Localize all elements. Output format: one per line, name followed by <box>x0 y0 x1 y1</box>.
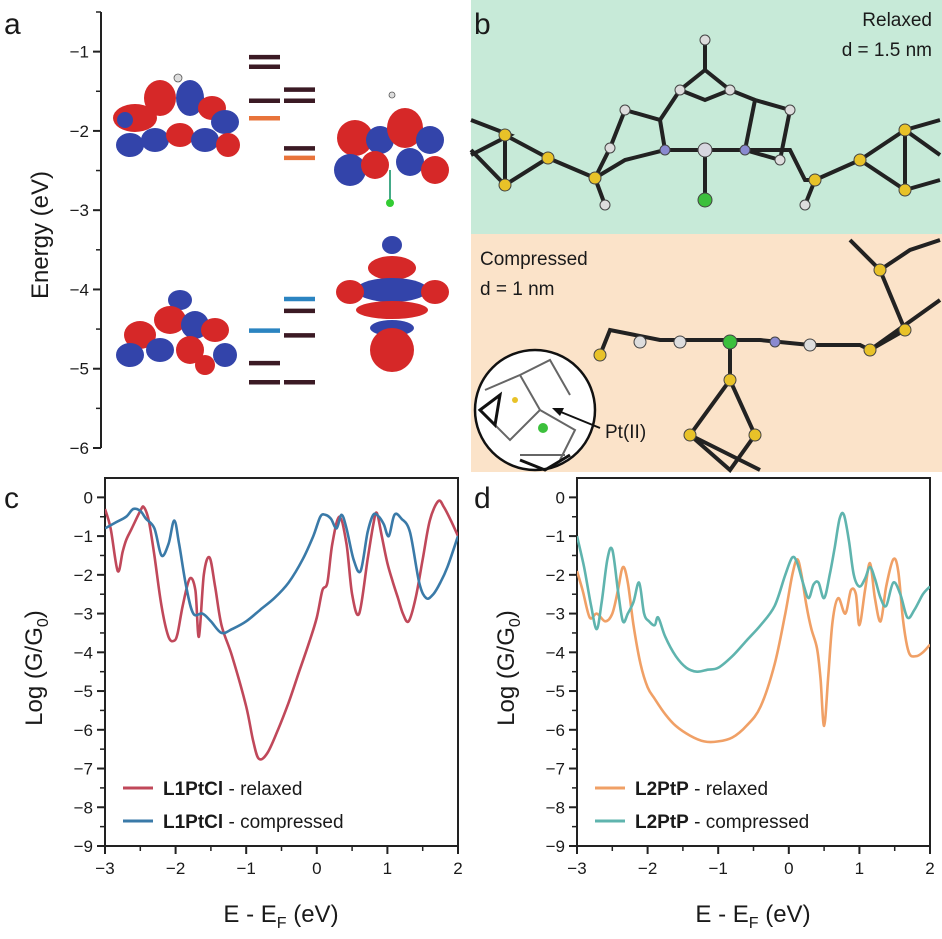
pt-label: Pt(II) <box>605 422 646 443</box>
panel-c-ytick-label: −3 <box>74 605 93 624</box>
panel-a-ytick-label: −2 <box>70 122 89 141</box>
panel-d-ytick-label: −5 <box>546 682 565 701</box>
legend-entry: L1PtCl - relaxed <box>163 779 302 800</box>
compressed-atoms <box>593 263 912 442</box>
panel-b: b Relaxed d = 1.5 nm Compressed d = 1 nm <box>469 0 942 473</box>
panel-c-ytick-label: −6 <box>74 721 93 740</box>
panel-a-ytick-label: −3 <box>70 201 89 220</box>
panel-c-ytick-label: −8 <box>74 798 93 817</box>
legend-series-suffix: - relaxed <box>223 779 302 800</box>
panel-d-ytick-label: −4 <box>546 643 565 662</box>
panel-d-ytick-label: −9 <box>546 837 565 856</box>
panel-letter-a: a <box>4 8 21 41</box>
panel-d-ytick-label: −3 <box>546 605 565 624</box>
panel-d-ytick-label: 0 <box>556 488 565 507</box>
orbital-homo-right <box>336 236 449 372</box>
panel-c-ytick-label: 0 <box>84 488 93 507</box>
panel-c-ytick-label: −5 <box>74 682 93 701</box>
panel-c-xtick-label: −2 <box>166 859 185 878</box>
panel-c-series-line-compressed <box>105 507 458 635</box>
panel-d-xtick-label: 2 <box>925 859 934 878</box>
orbital-lumo-right <box>334 91 449 207</box>
panel-c-ytick-label: −2 <box>74 566 93 585</box>
panel-c-xtick-label: 0 <box>312 859 321 878</box>
panel-d-xtick-label: 0 <box>784 859 793 878</box>
panel-d-series-line-compressed <box>577 511 930 674</box>
compressed-label: Compressed <box>480 249 588 270</box>
panel-letter-b: b <box>474 8 491 41</box>
panel-d-ytick-label: −2 <box>546 566 565 585</box>
panel-a-ticks: −1 −2 −3 −4 −5 −6 <box>70 11 101 458</box>
panel-d-xtick-label: −3 <box>567 859 586 878</box>
panel-a-ylabel: Energy (eV) <box>27 171 54 299</box>
panel-letter-c: c <box>4 482 19 515</box>
orbital-homo-left <box>116 290 237 375</box>
compressed-distance: d = 1 nm <box>480 279 554 300</box>
pt-arrow <box>555 409 601 429</box>
panel-c-series <box>105 499 458 761</box>
legend-series-name: L1PtCl <box>163 779 223 800</box>
panel-a-ytick-label: −6 <box>70 439 89 458</box>
panel-c-xtick-label: 2 <box>453 859 462 878</box>
panel-d-ytick-label: −6 <box>546 721 565 740</box>
panel-d-axes: −3 −2 −1 0 1 2 0 −1 −2 −3 −4 −5 −6 −7 −8 −9 <box>546 477 935 878</box>
legend-entry: L2PtP - relaxed <box>635 779 768 800</box>
energy-levels <box>249 54 315 385</box>
panel-d-series <box>577 511 930 744</box>
legend-series-suffix: - relaxed <box>689 779 768 800</box>
panel-c-ytick-label: −1 <box>74 527 93 546</box>
panel-a-ytick-label: −5 <box>70 360 89 379</box>
panel-d-xtick-label: −2 <box>638 859 657 878</box>
panel-c-ytick-label: −4 <box>74 643 93 662</box>
panel-d-xlabel: E - EF (eV) <box>695 901 810 932</box>
relaxed-distance: d = 1.5 nm <box>842 40 932 61</box>
panel-d-ylabel: Log (G/G0) <box>493 610 524 726</box>
panel-d-xtick-label: −1 <box>709 859 728 878</box>
panel-c-series-line-relaxed <box>105 499 458 761</box>
legend-entry: L2PtP - compressed <box>635 812 809 833</box>
legend-series-name: L1PtCl <box>163 812 223 833</box>
panel-d: d Log (G/G0) E - EF (eV) −3 −2 −1 0 1 20−1−2−… <box>474 477 935 932</box>
panel-a-ytick-label: −1 <box>70 43 89 62</box>
orbital-lumo-left <box>113 73 240 157</box>
relaxed-atoms <box>498 34 912 211</box>
panel-d-ytick-label: −8 <box>546 798 565 817</box>
panel-c-xtick-label: −3 <box>95 859 114 878</box>
panel-c-ylabel: Log (G/G0) <box>21 610 52 726</box>
legend-series-suffix: - compressed <box>689 812 809 833</box>
panel-c-ytick-label: −9 <box>74 837 93 856</box>
legend-series-name: L2PtP <box>635 812 689 833</box>
legend-series-suffix: - compressed <box>223 812 343 833</box>
panel-c-ytick-label: −7 <box>74 760 93 779</box>
panel-a: a Energy (eV) −1 −2 −3 −4 −5 −6 <box>4 8 449 458</box>
panel-c-xtick-label: −1 <box>237 859 256 878</box>
legend-series-name: L2PtP <box>635 779 689 800</box>
relaxed-label: Relaxed <box>862 10 932 31</box>
panel-letter-d: d <box>474 482 491 515</box>
panel-c-xtick-label: 1 <box>383 859 392 878</box>
panel-d-xtick-label: 1 <box>855 859 864 878</box>
panel-c-xlabel: E - EF (eV) <box>223 901 338 932</box>
panel-d-ytick-label: −7 <box>546 760 565 779</box>
panel-c: c Log (G/G0) E - EF (eV) −3 −2 −1 0 1 20−1−2−… <box>4 477 463 932</box>
panel-c-axes: −3 −2 −1 0 1 2 0 −1 −2 −3 −4 −5 −6 −7 −8 −9 <box>74 477 463 878</box>
panel-a-ytick-label: −4 <box>70 280 89 299</box>
panel-d-series-line-relaxed <box>577 557 930 744</box>
legend-entry: L1PtCl - compressed <box>163 812 344 833</box>
panel-d-ytick-label: −1 <box>546 527 565 546</box>
pt-inset <box>473 348 601 472</box>
